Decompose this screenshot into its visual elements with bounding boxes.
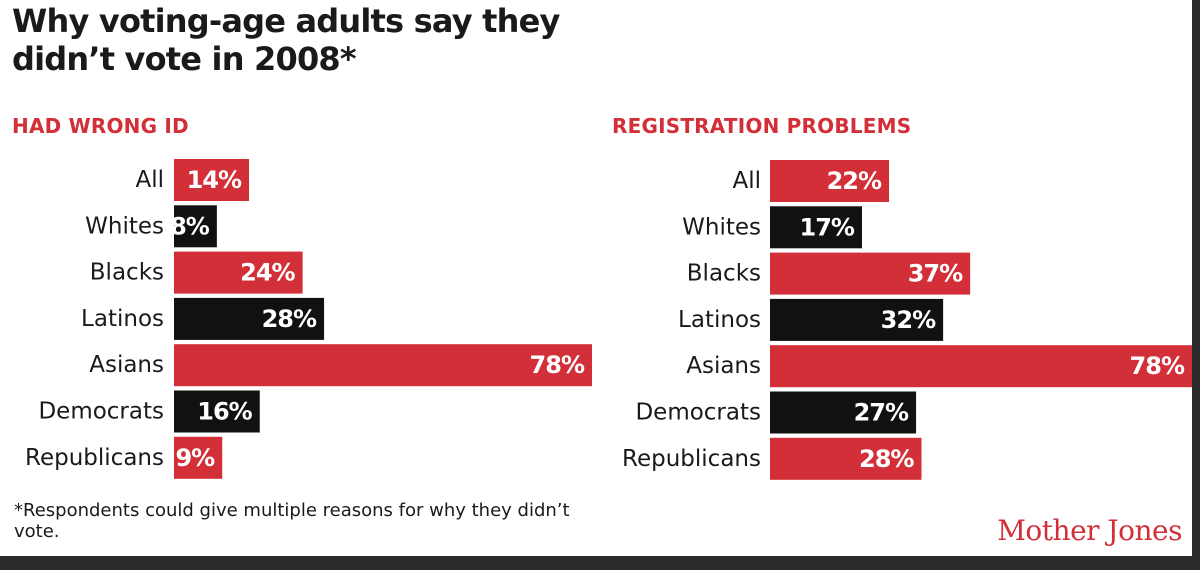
registration-label-latinos: Latinos (678, 307, 761, 333)
registration-value-blacks: 37% (908, 260, 963, 288)
wrong-id-bar-latinos (174, 297, 325, 340)
wrong-id-value-whites: 8% (170, 212, 210, 240)
registration-bar-republicans (770, 437, 922, 480)
registration-label-all: All (732, 168, 761, 194)
wrong-id-label-blacks: Blacks (90, 260, 164, 286)
wrong-id-label-latinos: Latinos (81, 306, 164, 332)
infographic: Why voting-age adults say they didn’t vo… (0, 0, 1192, 556)
registration-bar-whites (770, 206, 862, 249)
registration-bar-latinos (770, 298, 944, 341)
wrong-id-value-latinos: 28% (262, 305, 317, 333)
wrong-id-bar-republicans (174, 436, 223, 479)
wrong-id-bar-whites (174, 205, 217, 248)
wrong-id-label-whites: Whites (85, 213, 164, 239)
registration-value-republicans: 28% (859, 445, 914, 473)
footnote: *Respondents could give multiple reasons… (14, 500, 570, 542)
wrong-id-value-all: 14% (187, 166, 242, 194)
wrong-id-bar-democrats (174, 390, 260, 433)
wrong-id-bar-asians (174, 344, 592, 387)
registration-label-asians: Asians (686, 353, 761, 379)
wrong-id-label-democrats: Democrats (38, 399, 164, 425)
wrong-id-value-democrats: 16% (197, 398, 252, 426)
registration-bar-blacks (770, 252, 971, 295)
wrong-id-value-republicans: 9% (175, 444, 215, 472)
wrong-id-value-asians: 78% (530, 351, 585, 379)
wrong-id-value-blacks: 24% (240, 259, 295, 287)
wrong-id-label-all: All (135, 167, 164, 193)
wrong-id-bar-all (174, 159, 250, 201)
registration-label-democrats: Democrats (635, 400, 761, 426)
registration-subtitle: REGISTRATION PROBLEMS (612, 114, 912, 138)
registration-label-whites: Whites (682, 214, 761, 240)
registration-label-blacks: Blacks (687, 261, 761, 287)
bar-charts: All 14%Whites 8%Blacks 24%Latinos 28%Asians 7… (25, 159, 1192, 480)
registration-value-whites: 17% (800, 213, 855, 241)
registration-bar-asians (770, 345, 1192, 388)
registration-value-all: 22% (827, 167, 882, 195)
registration-value-democrats: 27% (854, 399, 909, 427)
registration-value-latinos: 32% (881, 306, 936, 334)
chart-title: Why voting-age adults say they didn’t vo… (12, 2, 560, 78)
wrong-id-subtitle: HAD WRONG ID (12, 114, 189, 138)
registration-bar-democrats (770, 391, 917, 434)
registration-label-republicans: Republicans (622, 446, 761, 472)
wrong-id-label-asians: Asians (89, 352, 164, 378)
mother-jones-logo: Mother Jones (997, 514, 1182, 547)
registration-value-asians: 78% (1130, 352, 1185, 380)
wrong-id-label-republicans: Republicans (25, 445, 164, 471)
registration-bar-all (770, 160, 890, 202)
wrong-id-bar-blacks (174, 251, 303, 294)
